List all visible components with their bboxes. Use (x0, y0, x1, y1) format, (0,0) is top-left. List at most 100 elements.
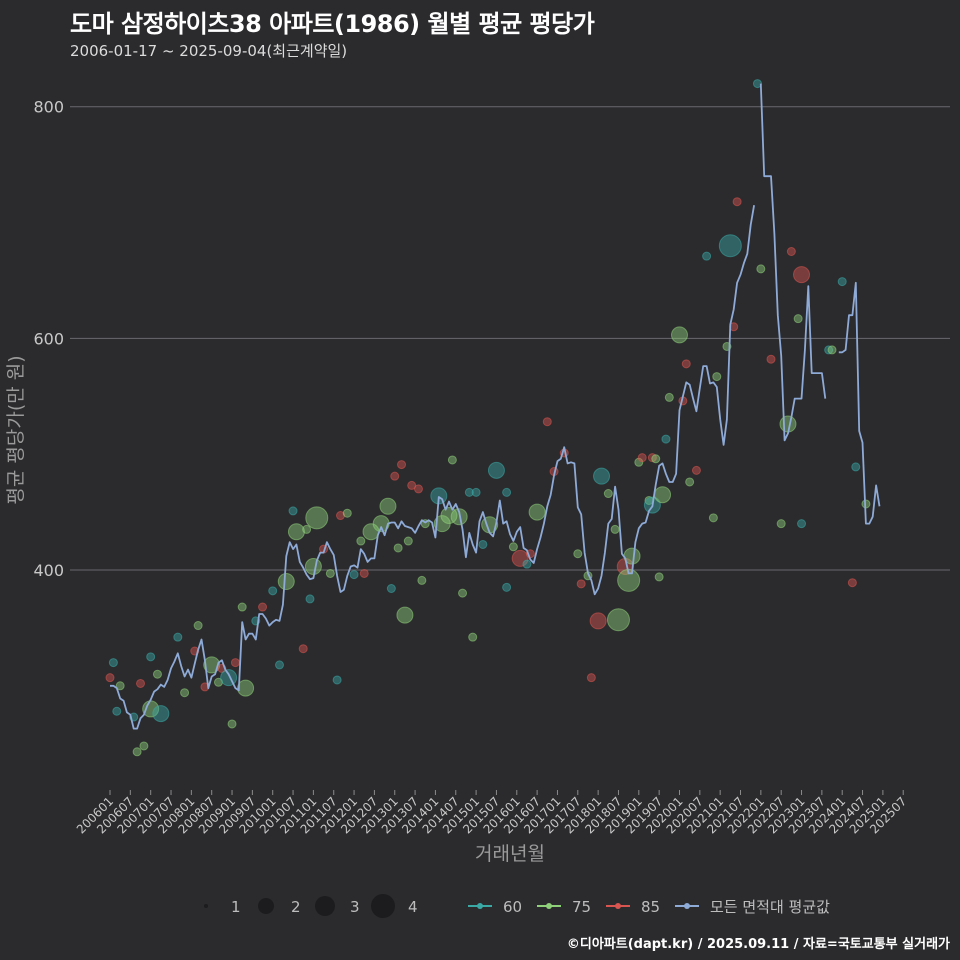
point-75-38 (325, 568, 335, 578)
point-75-108 (708, 513, 718, 523)
point-75-11 (152, 669, 162, 679)
point-85-7 (136, 678, 146, 688)
point-60-28 (274, 660, 284, 670)
point-85-81 (576, 579, 586, 589)
point-75-31 (287, 523, 305, 541)
legend-size-label-1: 1 (231, 898, 241, 916)
point-75-63 (458, 588, 468, 598)
point-75-52 (396, 606, 414, 624)
point-75-47 (379, 497, 397, 515)
point-85-116 (766, 354, 776, 364)
point-75-21 (227, 719, 237, 729)
point-85-51 (397, 460, 407, 470)
point-60-27 (268, 586, 278, 596)
point-75-23 (237, 679, 255, 697)
point-85-106 (691, 465, 701, 475)
point-60-34 (305, 594, 315, 604)
point-75-105 (685, 477, 695, 487)
legend-size-3 (315, 896, 335, 916)
grid-lines (70, 106, 950, 571)
point-75-62 (450, 508, 468, 526)
point-60-85 (593, 467, 611, 485)
point-60-42 (349, 570, 359, 580)
point-60-127 (851, 462, 861, 472)
point-75-124 (827, 345, 837, 355)
point-75-41 (342, 508, 352, 518)
point-75-43 (356, 536, 366, 546)
source-caption: ©디아파트(dapt.kr) / 2025.09.11 / 자료=국토교통부 실… (566, 937, 950, 952)
point-60-66 (471, 487, 481, 497)
point-75-120 (793, 314, 803, 324)
point-60-70 (502, 487, 512, 497)
point-85-2 (105, 673, 115, 683)
point-75-36 (305, 506, 329, 530)
point-60-12 (173, 632, 183, 642)
legend-marker-0 (477, 903, 483, 909)
point-75-87 (610, 524, 620, 534)
point-85-49 (390, 471, 400, 481)
point-60-10 (146, 652, 156, 662)
point-75-109 (712, 372, 722, 382)
legend-marker-3 (684, 903, 690, 909)
point-75-76 (528, 503, 546, 521)
point-85-26 (258, 602, 268, 612)
point-60-123 (824, 345, 834, 355)
point-60-39 (332, 675, 342, 685)
y-axis-label: 평균 평당가(만 원) (5, 355, 27, 504)
point-75-53 (403, 536, 413, 546)
scatter-points (105, 79, 871, 757)
point-75-88 (606, 608, 630, 632)
y-axis: 400 600 800 (33, 98, 64, 580)
point-75-92 (634, 457, 644, 467)
point-85-121 (793, 266, 811, 284)
legend-label-0: 60 (503, 898, 522, 916)
point-60-100 (661, 434, 671, 444)
legend: 1 2 3 4 60 75 85 모든 면적대 평균값 (204, 894, 830, 918)
point-75-72 (508, 542, 518, 552)
point-60-67 (478, 539, 488, 549)
point-60-74 (522, 559, 532, 569)
point-85-44 (359, 568, 369, 578)
point-60-125 (837, 277, 847, 287)
point-75-115 (756, 264, 766, 274)
legend-size-1 (204, 904, 208, 908)
legend-size-label-4: 4 (408, 898, 418, 916)
point-75-98 (654, 572, 664, 582)
point-60-0 (108, 658, 118, 668)
point-75-65 (468, 632, 478, 642)
point-85-77 (542, 417, 552, 427)
point-60-9 (152, 705, 170, 723)
legend-size-4 (371, 894, 395, 918)
point-85-73 (511, 549, 529, 567)
point-75-35 (304, 557, 322, 575)
point-85-83 (586, 673, 596, 683)
point-60-1 (112, 706, 122, 716)
point-75-3 (115, 681, 125, 691)
point-75-33 (302, 524, 312, 534)
y-tick-label-400: 400 (33, 561, 64, 580)
x-axis: 2006012006072007012007072008012008072009… (74, 790, 909, 837)
legend-marker-1 (546, 903, 552, 909)
legend-size-2 (258, 898, 274, 914)
point-60-71 (502, 582, 512, 592)
legend-label-3: 모든 면적대 평균값 (710, 898, 830, 916)
point-75-14 (193, 621, 203, 631)
point-60-111 (718, 234, 742, 258)
point-75-86 (603, 489, 613, 499)
average-line (110, 83, 881, 730)
point-75-101 (664, 392, 674, 402)
point-75-13 (180, 688, 190, 698)
chart-title: 도마 삼정하이츠38 아파트(1986) 월별 평균 평당가 (70, 10, 595, 38)
x-axis-label: 거래년월 (475, 843, 545, 865)
point-85-84 (589, 612, 607, 630)
point-85-32 (298, 644, 308, 654)
y-tick-label-800: 800 (33, 98, 64, 117)
point-75-29 (277, 573, 295, 591)
chart-subtitle: 2006-01-17 ~ 2025-09-04(최근계약일) (70, 42, 348, 60)
point-75-24 (237, 602, 247, 612)
point-85-126 (847, 578, 857, 588)
point-85-93 (637, 453, 647, 463)
point-85-119 (786, 247, 796, 256)
point-75-90 (617, 568, 641, 592)
